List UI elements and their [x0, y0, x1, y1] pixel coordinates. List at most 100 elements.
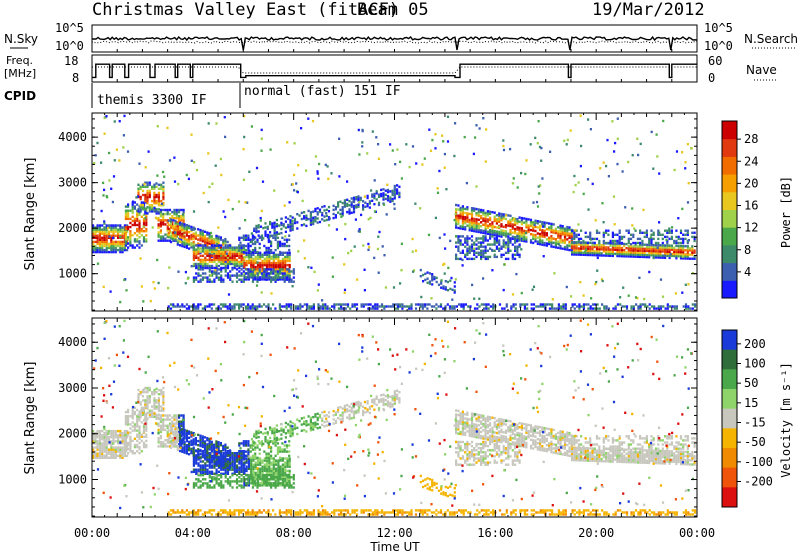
power-cell	[138, 242, 141, 245]
power-cell	[240, 246, 243, 250]
power-cell	[396, 184, 399, 187]
velocity-cell	[181, 446, 184, 449]
power-cell	[448, 305, 452, 308]
power-cell	[228, 307, 232, 310]
velocity-cell	[114, 431, 117, 435]
power-cell	[250, 257, 253, 261]
velocity-cell	[180, 414, 183, 417]
power-cell	[543, 221, 546, 224]
power-cell	[288, 251, 291, 254]
power-cell	[201, 240, 204, 243]
power-cell	[466, 241, 469, 244]
power-cell	[105, 226, 108, 229]
power-cell	[639, 231, 642, 234]
power-cell	[275, 218, 278, 222]
power-cell	[268, 259, 271, 263]
power-cell	[274, 248, 277, 252]
power-cell	[461, 249, 464, 252]
power-cell	[465, 181, 468, 185]
power-cell	[573, 231, 576, 234]
power-cell	[192, 276, 195, 279]
power-cell	[183, 223, 186, 226]
power-cell	[446, 115, 450, 118]
power-cell	[491, 211, 494, 214]
power-cell	[279, 278, 282, 281]
power-cell	[210, 235, 213, 238]
power-cell	[117, 242, 120, 246]
power-cell	[290, 270, 293, 273]
power-cell	[609, 250, 612, 253]
power-cell	[577, 223, 580, 226]
power-cell	[514, 236, 517, 239]
power-cell	[532, 201, 535, 204]
velocity-cell	[127, 433, 130, 436]
power-cell	[590, 238, 593, 241]
power-cell	[602, 250, 605, 253]
power-cell	[582, 294, 585, 297]
power-cell	[341, 214, 344, 217]
velocity-cell	[192, 432, 195, 435]
power-cell	[582, 241, 585, 244]
power-cell	[510, 305, 513, 308]
power-cell	[297, 250, 300, 253]
power-cell	[206, 237, 209, 240]
power-cell	[477, 214, 480, 217]
power-cell	[253, 235, 256, 239]
nave-tick-top: 60	[708, 54, 722, 68]
power-cell	[495, 214, 498, 217]
power-cell	[520, 231, 523, 234]
power-cell	[103, 238, 106, 241]
power-cell	[514, 231, 517, 235]
power-cell	[511, 243, 514, 246]
power-cell	[536, 240, 539, 243]
velocity-cell	[142, 441, 146, 445]
power-cell	[341, 212, 344, 215]
velocity-cell	[183, 443, 186, 446]
power-cell	[453, 307, 456, 310]
velocity-cell	[145, 421, 148, 424]
power-cell	[468, 218, 471, 222]
power-cell	[121, 226, 124, 229]
power-cell	[185, 226, 188, 229]
velocity-cell	[181, 432, 184, 435]
power-cell	[659, 307, 663, 310]
velocity-cell	[137, 399, 140, 402]
power-cell	[172, 305, 175, 308]
power-cell	[477, 228, 480, 232]
power-cell	[470, 249, 474, 252]
power-cell	[122, 146, 125, 149]
power-cell	[296, 227, 299, 230]
power-cell	[559, 230, 562, 234]
power-cell	[485, 303, 488, 306]
power-cell	[250, 261, 253, 265]
velocity-cell	[110, 442, 113, 445]
velocity-cell	[213, 466, 216, 469]
power-cell	[357, 205, 360, 208]
power-cell	[187, 177, 190, 181]
velocity-cell	[217, 441, 220, 444]
power-cell	[222, 260, 225, 264]
power-cell	[574, 229, 577, 232]
power-cell	[208, 274, 211, 277]
power-cell	[657, 241, 660, 245]
power-cell	[396, 192, 399, 195]
power-cell	[108, 151, 111, 155]
power-cell	[162, 215, 165, 218]
power-cell	[389, 196, 392, 199]
velocity-cell	[94, 454, 97, 457]
power-cell	[343, 291, 346, 294]
power-cell	[393, 184, 396, 188]
power-cell	[665, 238, 668, 242]
nave-tick-bottom: 0	[708, 71, 715, 85]
power-cell	[625, 307, 629, 310]
power-cell	[192, 242, 195, 246]
power-cell	[538, 226, 542, 229]
power-cell	[181, 228, 184, 231]
velocity-cell	[157, 407, 160, 410]
power-cell	[188, 231, 191, 234]
power-cell	[507, 235, 510, 238]
power-cell	[420, 295, 423, 299]
power-cell	[289, 219, 292, 222]
power-cell	[657, 254, 660, 257]
velocity-cell	[168, 445, 172, 448]
